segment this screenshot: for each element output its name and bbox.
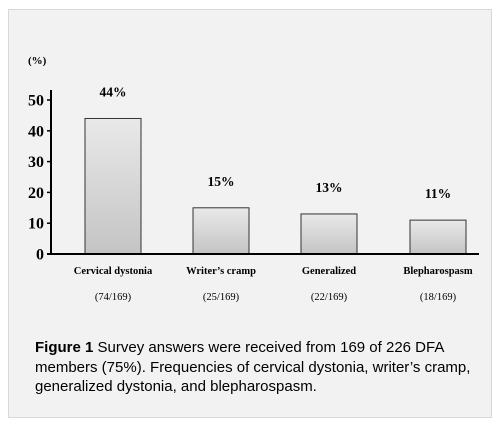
caption-text: Survey answers were received from 169 of… — [35, 339, 471, 395]
bar — [300, 213, 358, 255]
y-unit-label: (%) — [28, 55, 47, 67]
y-tick-label: 30 — [28, 154, 44, 171]
bar — [192, 207, 250, 255]
category-count-label: (74/169) — [95, 292, 132, 303]
category-label: Cervical dystonia — [74, 266, 153, 277]
bar — [409, 219, 467, 255]
caption-label: Figure 1 — [35, 339, 94, 356]
category-label: Blepharospasm — [403, 266, 472, 277]
y-tick-label: 10 — [28, 216, 44, 233]
y-tick-label: 0 — [36, 247, 44, 264]
bar-chart: (%) 0 10 20 30 40 50 44% Cervical dystonia (74/… — [28, 55, 479, 303]
figure-caption: Figure 1 Survey answers were received fr… — [35, 338, 485, 397]
bar-value-label: 15% — [208, 174, 235, 189]
category-label: Writer’s cramp — [186, 266, 256, 277]
bar-value-label: 11% — [425, 186, 451, 201]
y-tick-label: 50 — [28, 93, 44, 110]
y-tick-label: 20 — [28, 185, 44, 202]
bar — [84, 117, 142, 255]
category-label: Generalized — [302, 266, 356, 277]
category-count-label: (22/169) — [311, 292, 348, 303]
figure-frame: (%) 0 10 20 30 40 50 44% Cervical dystonia (74/… — [8, 9, 492, 418]
y-tick-label: 40 — [28, 123, 44, 140]
category-count-label: (18/169) — [420, 292, 457, 303]
category-count-label: (25/169) — [203, 292, 240, 303]
bar-value-label: 44% — [100, 84, 127, 99]
bar-value-label: 13% — [316, 180, 343, 195]
